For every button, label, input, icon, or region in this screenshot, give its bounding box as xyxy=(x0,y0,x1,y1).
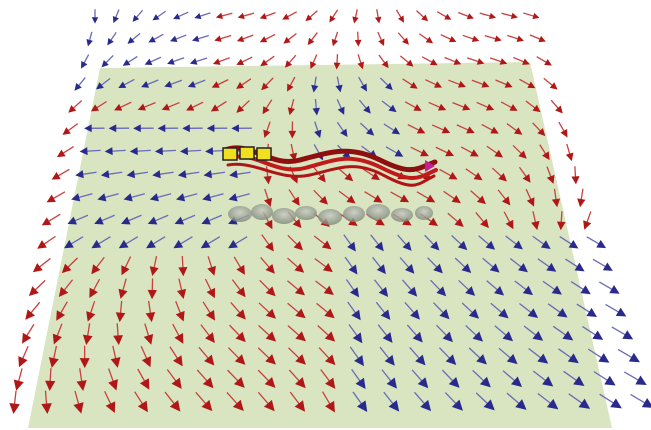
atom xyxy=(343,206,365,222)
atom xyxy=(366,204,390,220)
arrow-head xyxy=(190,58,198,65)
arrow-head xyxy=(92,17,98,23)
arrow-head xyxy=(308,38,315,45)
arrow-head xyxy=(9,403,19,414)
arrow-head xyxy=(532,13,539,19)
arrow-head xyxy=(216,13,223,19)
vector-field-scene xyxy=(0,0,651,430)
arrow-head xyxy=(592,330,603,339)
arrow-head xyxy=(566,152,574,161)
atom xyxy=(251,204,273,220)
arrow-head xyxy=(642,398,651,408)
arrow-head xyxy=(283,37,290,44)
highlight-box xyxy=(240,147,254,159)
arrow-head xyxy=(604,376,615,386)
arrow-head xyxy=(192,35,199,41)
arrow-head xyxy=(375,17,381,24)
arrow-head xyxy=(57,150,66,158)
arrow-head xyxy=(426,37,433,44)
arrow-head xyxy=(14,380,24,391)
arrow-head xyxy=(25,309,35,319)
arrow-head xyxy=(511,13,518,19)
arrow-head xyxy=(33,263,43,272)
arrow-head xyxy=(22,333,31,344)
arrow-head xyxy=(598,353,609,363)
arrow-head xyxy=(260,59,268,66)
arrow-head xyxy=(500,58,508,65)
arrow-head xyxy=(609,285,619,294)
arrow-head xyxy=(577,198,585,207)
arrow-head xyxy=(610,398,622,408)
arrow-head xyxy=(635,375,646,385)
highlight-box xyxy=(257,148,271,160)
arrow-head xyxy=(586,308,597,317)
arrow-head xyxy=(580,285,590,294)
arrow-head xyxy=(238,13,245,19)
arrow-head xyxy=(62,127,70,135)
arrow-head xyxy=(352,17,358,24)
arrow-head xyxy=(107,38,114,45)
arrow-head xyxy=(622,330,633,339)
page: (() => { const svg = document.getElement… xyxy=(0,0,651,430)
atom xyxy=(295,206,317,220)
arrow-head xyxy=(194,13,201,19)
arrow-head xyxy=(489,13,496,19)
arrow-head xyxy=(550,82,558,89)
arrow-head xyxy=(616,308,627,317)
arrow-head xyxy=(329,15,335,22)
atom xyxy=(228,206,252,222)
arrow-head xyxy=(152,14,159,20)
atom xyxy=(272,208,296,224)
arrow-head xyxy=(472,36,479,42)
arrow-head xyxy=(86,39,92,46)
arrow-head xyxy=(42,217,52,225)
atom xyxy=(318,209,342,225)
arrow-head xyxy=(214,35,221,41)
atom xyxy=(391,208,413,222)
arrow-head xyxy=(629,353,640,362)
arrow-head xyxy=(575,263,585,272)
arrow-head xyxy=(477,58,485,65)
arrow-head xyxy=(494,35,501,41)
atom xyxy=(415,206,433,220)
arrow-head xyxy=(123,59,131,66)
arrow-head xyxy=(332,39,338,46)
arrow-head xyxy=(517,36,524,42)
arrow-head xyxy=(355,40,362,47)
arrow-head xyxy=(37,240,47,249)
highlight-box xyxy=(223,148,237,160)
ground-plane xyxy=(28,62,612,428)
arrow-head xyxy=(571,176,579,184)
